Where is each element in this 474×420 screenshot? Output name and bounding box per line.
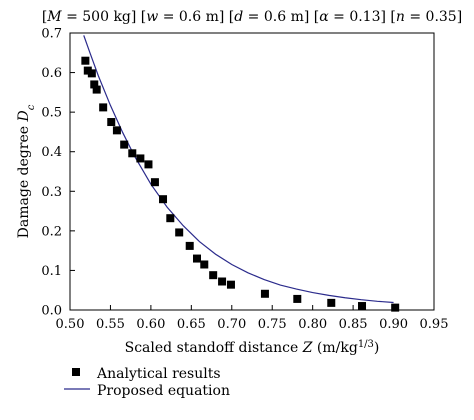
data-point — [90, 80, 99, 89]
x-tick-label: 0.55 — [96, 317, 125, 332]
data-point — [112, 126, 121, 135]
chart-title: [M = 500 kg] [w = 0.6 m] [d = 0.6 m] [α … — [42, 9, 462, 25]
y-axis-title: Damage degree Dc — [16, 104, 37, 238]
data-point — [358, 302, 367, 311]
x-tick-label: 0.70 — [217, 317, 246, 332]
legend-label: Proposed equation — [97, 383, 230, 399]
data-point — [293, 294, 302, 303]
data-point — [327, 298, 336, 307]
series-line-proposed-equation — [83, 35, 394, 304]
y-tick-label: 0.7 — [41, 27, 62, 42]
x-tick-label: 0.80 — [298, 317, 327, 332]
legend-label: Analytical results — [96, 366, 221, 382]
data-point — [81, 56, 90, 65]
y-tick-label: 0.1 — [41, 264, 62, 279]
data-point — [391, 303, 400, 312]
data-point — [150, 178, 159, 187]
data-point — [226, 280, 235, 289]
data-point — [200, 260, 209, 269]
data-point — [136, 154, 145, 163]
plot-frame — [69, 32, 435, 311]
data-point — [107, 118, 116, 127]
data-point — [128, 149, 137, 158]
y-tick-label: 0.5 — [41, 106, 62, 121]
x-tick-label: 0.65 — [177, 317, 206, 332]
data-point — [218, 277, 227, 286]
x-tick-label: 0.90 — [379, 317, 408, 332]
legend-item: Proposed equation — [64, 383, 230, 399]
y-tick-label: 0.2 — [41, 224, 62, 239]
data-point — [144, 160, 153, 169]
data-point — [83, 66, 92, 75]
x-tick-label: 0.75 — [258, 317, 287, 332]
legend-item: Analytical results — [72, 366, 221, 382]
y-tick-label: 0.4 — [41, 145, 62, 160]
y-tick-label: 0.0 — [41, 304, 62, 319]
data-point — [99, 103, 108, 112]
y-tick-label: 0.3 — [41, 185, 62, 200]
data-point — [87, 69, 96, 78]
data-point — [260, 289, 269, 298]
legend-marker-square — [72, 368, 80, 376]
x-tick-label: 0.50 — [56, 317, 85, 332]
y-tick-label: 0.6 — [41, 66, 62, 81]
x-tick-label: 0.85 — [339, 317, 368, 332]
x-axis-title: Scaled standoff distance Z (m/kg1/3) — [125, 339, 380, 357]
data-point — [209, 271, 218, 280]
data-point — [166, 214, 175, 223]
data-point — [92, 85, 101, 94]
x-tick-label: 0.60 — [136, 317, 165, 332]
x-tick-label: 0.95 — [420, 317, 449, 332]
data-point — [159, 195, 168, 204]
data-point — [120, 140, 129, 149]
data-point — [185, 241, 194, 250]
data-point — [175, 228, 184, 237]
data-point — [192, 254, 201, 263]
